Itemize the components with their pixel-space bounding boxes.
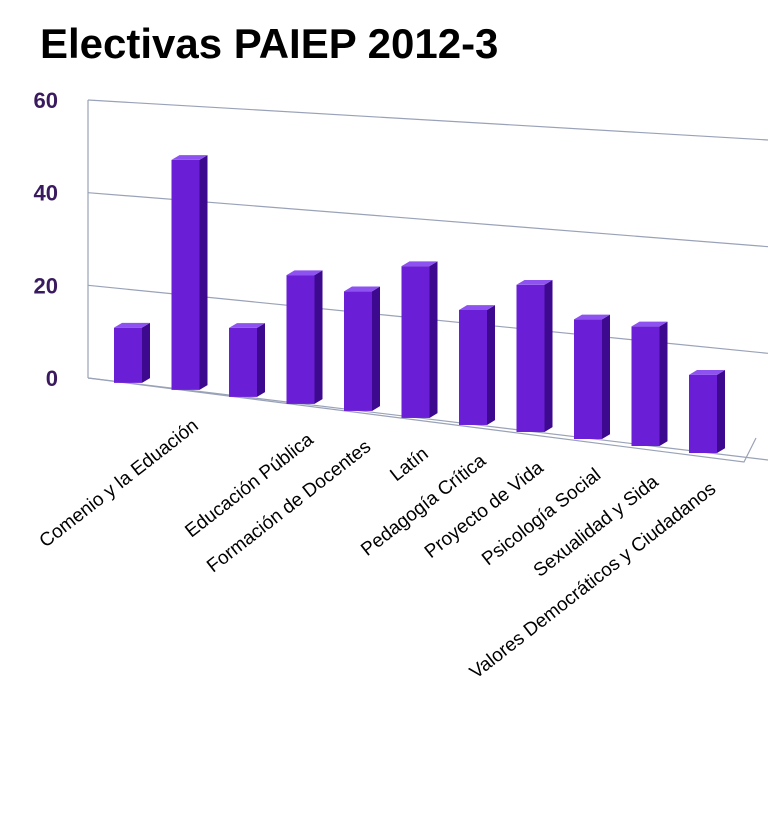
bar-front xyxy=(344,291,372,411)
bar-top xyxy=(631,321,668,327)
gridline-0 xyxy=(87,377,768,461)
bar-side xyxy=(142,322,150,383)
x-category-label: Proyecto de Vida xyxy=(421,457,548,563)
bar-front xyxy=(689,374,717,454)
bar-front xyxy=(459,309,487,425)
bar-side xyxy=(717,370,725,454)
bar-8 xyxy=(574,314,610,439)
gridline-60 xyxy=(87,99,768,141)
chart-title: Electivas PAIEP 2012-3 xyxy=(40,20,498,67)
bar-top xyxy=(459,305,495,310)
y-tick-label: 40 xyxy=(34,181,58,206)
bar-front xyxy=(171,159,200,390)
bar-front xyxy=(516,284,545,432)
x-category-label: Psicología Social xyxy=(478,464,605,570)
bar-front xyxy=(114,327,142,383)
y-tick-label: 0 xyxy=(46,366,58,391)
bar-side xyxy=(487,305,495,425)
bar-3 xyxy=(286,270,323,404)
bar-5 xyxy=(401,261,438,418)
bar-side xyxy=(429,261,438,418)
x-category-label: Latín xyxy=(386,443,432,486)
bar-top xyxy=(114,322,150,328)
bar-0 xyxy=(114,322,150,383)
y-tick-label: 20 xyxy=(34,273,58,298)
bar-top xyxy=(574,314,610,320)
bar-6 xyxy=(459,305,495,425)
bar-front xyxy=(286,275,315,404)
bar-9 xyxy=(631,321,668,447)
bar-front xyxy=(574,319,602,439)
bar-top xyxy=(171,155,208,160)
bar-10 xyxy=(689,370,725,454)
bar-top xyxy=(401,261,438,267)
bar-top xyxy=(286,270,323,276)
bar-side xyxy=(314,270,323,404)
bar-top xyxy=(689,370,725,375)
y-tick-label: 60 xyxy=(34,88,58,113)
bar-front xyxy=(631,326,660,447)
y-axis: 0 20 40 60 xyxy=(34,88,58,391)
bar-top xyxy=(229,323,265,328)
bar-front xyxy=(229,327,257,397)
bar-top xyxy=(516,279,553,285)
bar-top xyxy=(344,286,380,292)
bar-side xyxy=(257,323,265,397)
x-category-label: Comenio y la Eduación xyxy=(36,415,203,552)
bar-1 xyxy=(171,155,208,390)
floor-edge xyxy=(87,377,757,463)
bar-side xyxy=(659,321,668,447)
x-category-label: Valores Democráticos y Ciudadanos xyxy=(466,478,720,683)
bar-7 xyxy=(516,279,553,432)
bar-4 xyxy=(344,286,380,411)
bar-side xyxy=(544,279,553,432)
bar-side xyxy=(602,314,610,439)
bar-side xyxy=(199,155,208,390)
bar-side xyxy=(372,286,380,411)
bar-front xyxy=(401,266,430,418)
bar-2 xyxy=(229,323,265,397)
bar-series xyxy=(114,155,725,454)
